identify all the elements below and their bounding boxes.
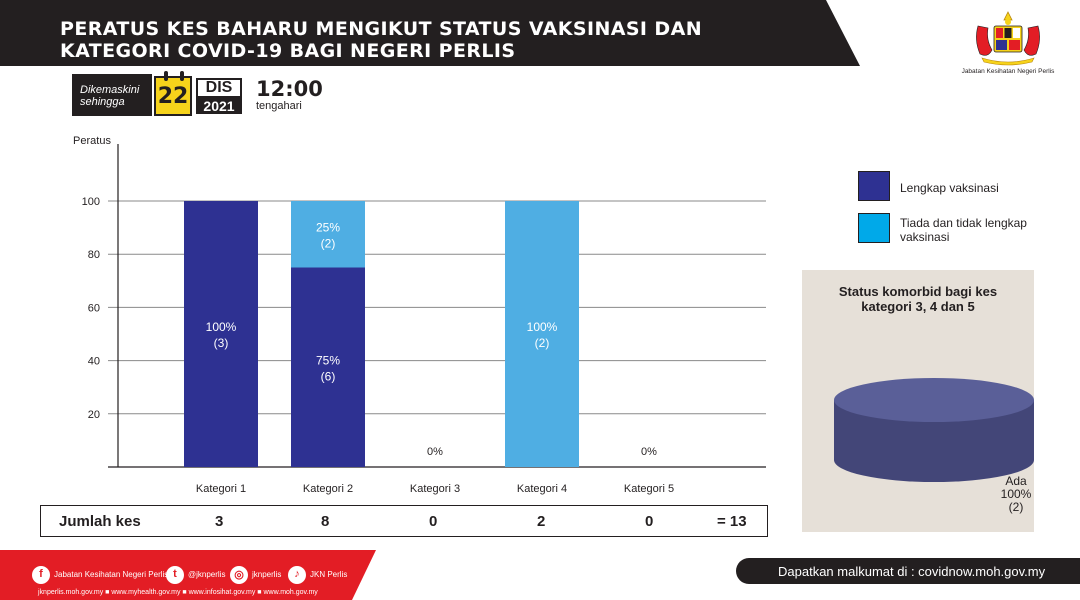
data-label: 0%	[427, 446, 443, 458]
y-tick-label: 60	[88, 302, 100, 314]
update-month-year: DIS 2021	[196, 78, 242, 114]
title-line-1: PERATUS KES BAHARU MENGIKUT STATUS VAKSI…	[60, 18, 702, 40]
legend-label-tiada-line-1: Tiada dan tidak lengkap	[900, 216, 1027, 230]
update-period: tengahari	[256, 100, 302, 112]
total-kategori-2: 8	[321, 513, 330, 530]
legend-swatch-tiada	[858, 213, 890, 243]
footer-info-bar: Dapatkan malkumat di : covidnow.moh.gov.…	[736, 558, 1080, 584]
update-label: Dikemaskini sehingga	[72, 74, 152, 116]
footer-social-bar	[0, 550, 376, 600]
data-label: 100%	[206, 320, 237, 334]
coat-of-arms-icon	[976, 11, 1040, 66]
bar-tiada	[291, 201, 365, 268]
total-sum: = 13	[717, 513, 747, 530]
bar-lengkap	[291, 267, 365, 467]
agency-caption: Jabatan Kesihatan Negeri Perlis	[961, 68, 1055, 75]
data-label: 100%	[527, 320, 558, 334]
data-label-count: (2)	[321, 236, 336, 250]
pie-slice-ada-side	[834, 400, 1034, 482]
bar-chart: Peratus 20 40 60 80 100 Kategori 1 100% (3) Kateg…	[73, 135, 766, 495]
instagram-icon: ◎	[230, 566, 248, 584]
calendar-ring-icon	[180, 71, 184, 81]
calendar-ring-icon	[164, 71, 168, 81]
y-tick-label: 100	[82, 196, 100, 208]
x-tick-label: Kategori 2	[303, 483, 353, 495]
comorbid-label: Ada	[1005, 474, 1027, 488]
update-time: 12:00	[256, 77, 323, 101]
data-label: 75%	[316, 353, 340, 367]
comorbid-percent: 100%	[1000, 487, 1032, 501]
x-tick-label: Kategori 1	[196, 483, 246, 495]
update-label-line-2: sehingga	[80, 96, 125, 108]
twitter-icon: t	[166, 566, 184, 584]
total-kategori-4: 2	[537, 513, 546, 530]
total-kategori-3: 0	[429, 513, 438, 530]
comorbid-slice-label: Ada 100% (2)	[986, 475, 1046, 514]
comorbid-title-line-1: Status komorbid bagi kes	[838, 284, 998, 299]
update-day: 22	[154, 71, 192, 116]
title-banner	[0, 0, 860, 66]
facebook-icon: f	[32, 566, 50, 584]
y-axis-label: Peratus	[73, 135, 111, 147]
update-year: 2021	[196, 98, 242, 114]
bar-tiada	[505, 201, 579, 467]
legend-label-lengkap: Lengkap vaksinasi	[900, 181, 999, 195]
total-kategori-1: 3	[215, 513, 224, 530]
update-month: DIS	[196, 78, 242, 98]
comorbid-title: Status komorbid bagi kes kategori 3, 4 d…	[802, 284, 1034, 314]
comorbid-panel: Status komorbid bagi kes kategori 3, 4 d…	[802, 270, 1034, 532]
totals-row: Jumlah kes 3 8 0 2 0 = 13	[40, 505, 768, 537]
totals-label: Jumlah kes	[59, 513, 141, 530]
comorbid-title-line-2: kategori 3, 4 dan 5	[861, 299, 975, 314]
title-line-2: KATEGORI COVID-19 BAGI NEGERI PERLIS	[60, 40, 516, 62]
x-tick-label: Kategori 3	[410, 483, 460, 495]
instagram-handle: jknperlis	[252, 570, 282, 579]
y-tick-label: 80	[88, 249, 100, 261]
comorbid-pie	[834, 378, 1034, 482]
y-tick-label: 20	[88, 409, 100, 421]
tiktok-handle: JKN Perlis	[310, 570, 348, 579]
update-day-value: 22	[157, 84, 189, 109]
page-title: PERATUS KES BAHARU MENGIKUT STATUS VAKSI…	[60, 18, 702, 62]
x-tick-label: Kategori 5	[624, 483, 674, 495]
tiktok-icon: ♪	[288, 566, 306, 584]
data-label: 25%	[316, 220, 340, 234]
y-tick-label: 40	[88, 356, 100, 368]
legend-label-tiada: Tiada dan tidak lengkap vaksinasi	[900, 216, 1050, 244]
data-label-count: (3)	[214, 336, 229, 350]
bar-lengkap	[184, 201, 258, 467]
legend-swatch-lengkap	[858, 171, 890, 201]
pie-slice-ada	[834, 378, 1034, 422]
x-tick-label: Kategori 4	[517, 483, 567, 495]
data-label: 0%	[641, 446, 657, 458]
legend-label-tiada-line-2: vaksinasi	[900, 230, 950, 244]
twitter-handle: @jknperlis	[188, 570, 226, 579]
facebook-handle: Jabatan Kesihatan Negeri Perlis	[54, 570, 169, 579]
total-kategori-5: 0	[645, 513, 654, 530]
footer-info: Dapatkan malkumat di : covidnow.moh.gov.…	[778, 564, 1046, 579]
update-label-line-1: Dikemaskini	[80, 84, 140, 96]
data-label-count: (6)	[321, 369, 336, 383]
comorbid-count: (2)	[1008, 500, 1024, 514]
footer-links[interactable]: jknperlis.moh.gov.my ■ www.myhealth.gov.…	[38, 589, 318, 596]
data-label-count: (2)	[535, 336, 550, 350]
